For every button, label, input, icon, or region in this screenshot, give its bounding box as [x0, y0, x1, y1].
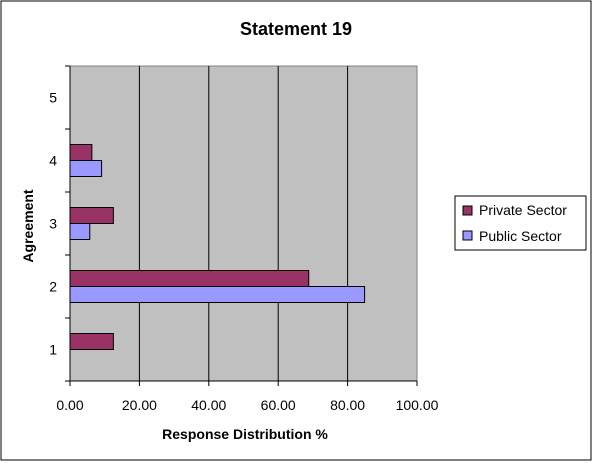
legend-swatch-private-sector — [462, 205, 473, 216]
x-axis-title: Response Distribution % — [162, 426, 328, 442]
legend-label-public-sector: Public Sector — [479, 228, 562, 244]
y-tick-label: 5 — [49, 90, 57, 106]
bar-private-sector — [69, 270, 310, 287]
gridlines — [138, 66, 349, 381]
bar-public-sector — [69, 286, 366, 303]
bar-public-sector — [69, 223, 91, 240]
x-tick-label: 0.00 — [56, 397, 83, 413]
x-tick-label: 20.00 — [122, 397, 157, 413]
y-axis-title: Agreement — [20, 189, 36, 262]
bar-private-sector — [69, 333, 114, 350]
x-tick-label: 40.00 — [191, 397, 226, 413]
plot-area — [69, 65, 418, 382]
chart-title: Statement 19 — [240, 19, 352, 39]
bar-private-sector — [69, 207, 114, 224]
x-tick-label: 100.00 — [396, 397, 439, 413]
axes: 0.00 20.00 40.00 60.00 80.00 100.00 1 2 3 4 5 — [49, 65, 439, 413]
x-tick-label: 80.00 — [330, 397, 365, 413]
legend-swatch-public-sector — [462, 230, 473, 241]
y-tick-label: 4 — [49, 153, 57, 169]
legend: Private Sector Public Sector — [454, 195, 587, 251]
y-tick-label: 3 — [49, 216, 57, 232]
bars — [69, 144, 366, 350]
bar-private-sector — [69, 144, 93, 161]
y-tick-label: 1 — [49, 342, 57, 358]
x-tick-label: 60.00 — [261, 397, 296, 413]
bar-public-sector — [69, 160, 103, 177]
legend-box — [454, 195, 587, 251]
legend-label-private-sector: Private Sector — [479, 202, 567, 218]
y-tick-label: 2 — [49, 279, 57, 295]
